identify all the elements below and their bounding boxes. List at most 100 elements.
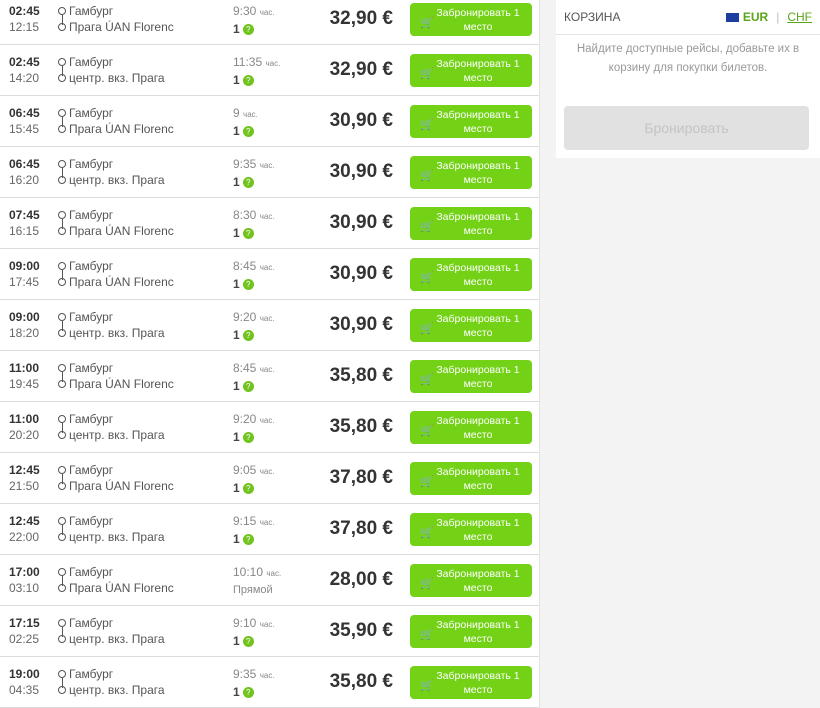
- book-seat-button[interactable]: 🛒 Забронировать 1 место: [410, 258, 532, 291]
- transfers-count: 1: [233, 226, 240, 240]
- book-seat-button[interactable]: 🛒 Забронировать 1 место: [410, 411, 532, 444]
- book-seat-button[interactable]: 🛒 Забронировать 1 место: [410, 156, 532, 189]
- transfers-count: 1: [233, 277, 240, 291]
- book-seat-button[interactable]: 🛒 Забронировать 1 место: [410, 513, 532, 546]
- duration-value: 10:10: [233, 565, 264, 579]
- help-icon[interactable]: ?: [242, 228, 254, 240]
- from-station: Гамбург: [69, 412, 114, 426]
- departure-time: 06:45: [9, 106, 40, 120]
- times: 12:45 21:50: [9, 462, 40, 494]
- arrival-time: 18:20: [9, 326, 40, 340]
- help-icon[interactable]: ?: [242, 24, 254, 36]
- stop-icon: [58, 7, 66, 15]
- duration-unit: час.: [259, 212, 275, 221]
- arrival-time: 22:00: [9, 530, 40, 544]
- route-line-icon: [62, 117, 63, 127]
- from-station: Гамбург: [69, 55, 114, 69]
- route: Гамбург центр. вкз. Прага: [57, 666, 165, 698]
- transfers-count: 1: [233, 481, 240, 495]
- currency-chf-link[interactable]: CHF: [787, 10, 812, 24]
- help-icon[interactable]: ?: [242, 687, 254, 699]
- price: 32,90 €: [329, 8, 393, 29]
- currency-eur[interactable]: EUR: [742, 10, 769, 24]
- departure-time: 19:00: [9, 667, 40, 681]
- price: 30,90 €: [329, 314, 393, 335]
- times: 09:00 17:45: [9, 258, 40, 290]
- stop-icon: [58, 109, 66, 117]
- help-icon[interactable]: ?: [242, 75, 254, 87]
- route: Гамбург центр. вкз. Прага: [57, 513, 165, 545]
- help-icon[interactable]: ?: [242, 126, 254, 138]
- book-button[interactable]: Бронировать: [564, 106, 809, 150]
- duration: 10:10 час. Прямой: [233, 564, 281, 598]
- eu-flag-icon: [725, 12, 739, 22]
- duration-unit: час.: [266, 569, 282, 578]
- book-seat-label: Забронировать 1 место: [436, 58, 520, 84]
- cart-icon: 🛒: [420, 476, 434, 488]
- connection-row: 12:45 22:00 Гамбург центр. вкз. Прага 9:…: [0, 504, 539, 555]
- arrival-time: 15:45: [9, 122, 40, 136]
- route-line-icon: [62, 525, 63, 535]
- to-station: Прага ÚAN Florenc: [69, 479, 174, 493]
- help-icon[interactable]: ?: [242, 279, 254, 291]
- stop-icon: [58, 176, 66, 184]
- book-seat-button[interactable]: 🛒 Забронировать 1 место: [410, 54, 532, 87]
- cart-icon: 🛒: [420, 629, 434, 641]
- arrival-time: 16:15: [9, 224, 40, 238]
- book-seat-button[interactable]: 🛒 Забронировать 1 место: [410, 360, 532, 393]
- duration-value: 9:20: [233, 310, 257, 324]
- connection-row: 19:00 04:35 Гамбург центр. вкз. Прага 9:…: [0, 657, 539, 708]
- to-station: Прага ÚAN Florenc: [69, 20, 174, 34]
- connection-row: 09:00 17:45 Гамбург Прага ÚAN Florenc 8:…: [0, 249, 539, 300]
- help-icon[interactable]: ?: [242, 330, 254, 342]
- book-seat-button[interactable]: 🛒 Забронировать 1 место: [410, 564, 532, 597]
- to-station: центр. вкз. Прага: [69, 428, 165, 442]
- stop-icon: [58, 278, 66, 286]
- transfers-count: 1: [233, 22, 240, 36]
- cart-icon: 🛒: [420, 323, 434, 335]
- times: 06:45 15:45: [9, 105, 40, 137]
- help-icon[interactable]: ?: [242, 177, 254, 189]
- book-seat-button[interactable]: 🛒 Забронировать 1 место: [410, 666, 532, 699]
- book-seat-button[interactable]: 🛒 Забронировать 1 место: [410, 105, 532, 138]
- departure-time: 06:45: [9, 157, 40, 171]
- from-station: Гамбург: [69, 667, 114, 681]
- connection-row: 06:45 16:20 Гамбург центр. вкз. Прага 9:…: [0, 147, 539, 198]
- transfers-count: 1: [233, 532, 240, 546]
- to-station: центр. вкз. Прага: [69, 173, 165, 187]
- departure-time: 09:00: [9, 310, 40, 324]
- duration: 9:20 час. 1?: [233, 411, 275, 445]
- transfers-count: 1: [233, 73, 240, 87]
- route: Гамбург Прага ÚAN Florenc: [57, 105, 174, 137]
- book-seat-button[interactable]: 🛒 Забронировать 1 место: [410, 309, 532, 342]
- price: 30,90 €: [329, 110, 393, 131]
- from-station: Гамбург: [69, 208, 114, 222]
- book-seat-button[interactable]: 🛒 Забронировать 1 место: [410, 615, 532, 648]
- help-icon[interactable]: ?: [242, 483, 254, 495]
- help-icon[interactable]: ?: [242, 534, 254, 546]
- book-seat-label: Забронировать 1 место: [436, 109, 520, 135]
- help-icon[interactable]: ?: [242, 636, 254, 648]
- from-station: Гамбург: [69, 157, 114, 171]
- book-seat-label: Забронировать 1 место: [436, 619, 520, 645]
- price: 32,90 €: [329, 59, 393, 80]
- book-seat-button[interactable]: 🛒 Забронировать 1 место: [410, 207, 532, 240]
- connection-row: 02:45 14:20 Гамбург центр. вкз. Прага 11…: [0, 45, 539, 96]
- help-icon[interactable]: ?: [242, 381, 254, 393]
- book-seat-button[interactable]: 🛒 Забронировать 1 место: [410, 3, 532, 36]
- duration: 11:35 час. 1?: [233, 54, 280, 88]
- route-line-icon: [62, 372, 63, 382]
- book-seat-label: Забронировать 1 место: [436, 415, 520, 441]
- transfers-count: 1: [233, 430, 240, 444]
- cart-icon: 🛒: [420, 17, 434, 29]
- stop-icon: [58, 329, 66, 337]
- from-station: Гамбург: [69, 310, 114, 324]
- price: 37,80 €: [329, 518, 393, 539]
- stop-icon: [58, 211, 66, 219]
- route-line-icon: [62, 66, 63, 76]
- book-seat-button[interactable]: 🛒 Забронировать 1 место: [410, 462, 532, 495]
- help-icon[interactable]: ?: [242, 432, 254, 444]
- duration: 9:35 час. 1?: [233, 666, 275, 700]
- route-line-icon: [62, 423, 63, 433]
- route-line-icon: [62, 678, 63, 688]
